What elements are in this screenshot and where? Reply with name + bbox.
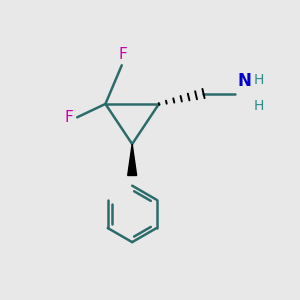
Text: N: N <box>237 72 251 90</box>
Text: H: H <box>254 73 264 87</box>
Text: F: F <box>65 110 74 125</box>
Text: F: F <box>119 47 128 62</box>
Polygon shape <box>128 144 136 176</box>
Text: H: H <box>254 99 264 113</box>
